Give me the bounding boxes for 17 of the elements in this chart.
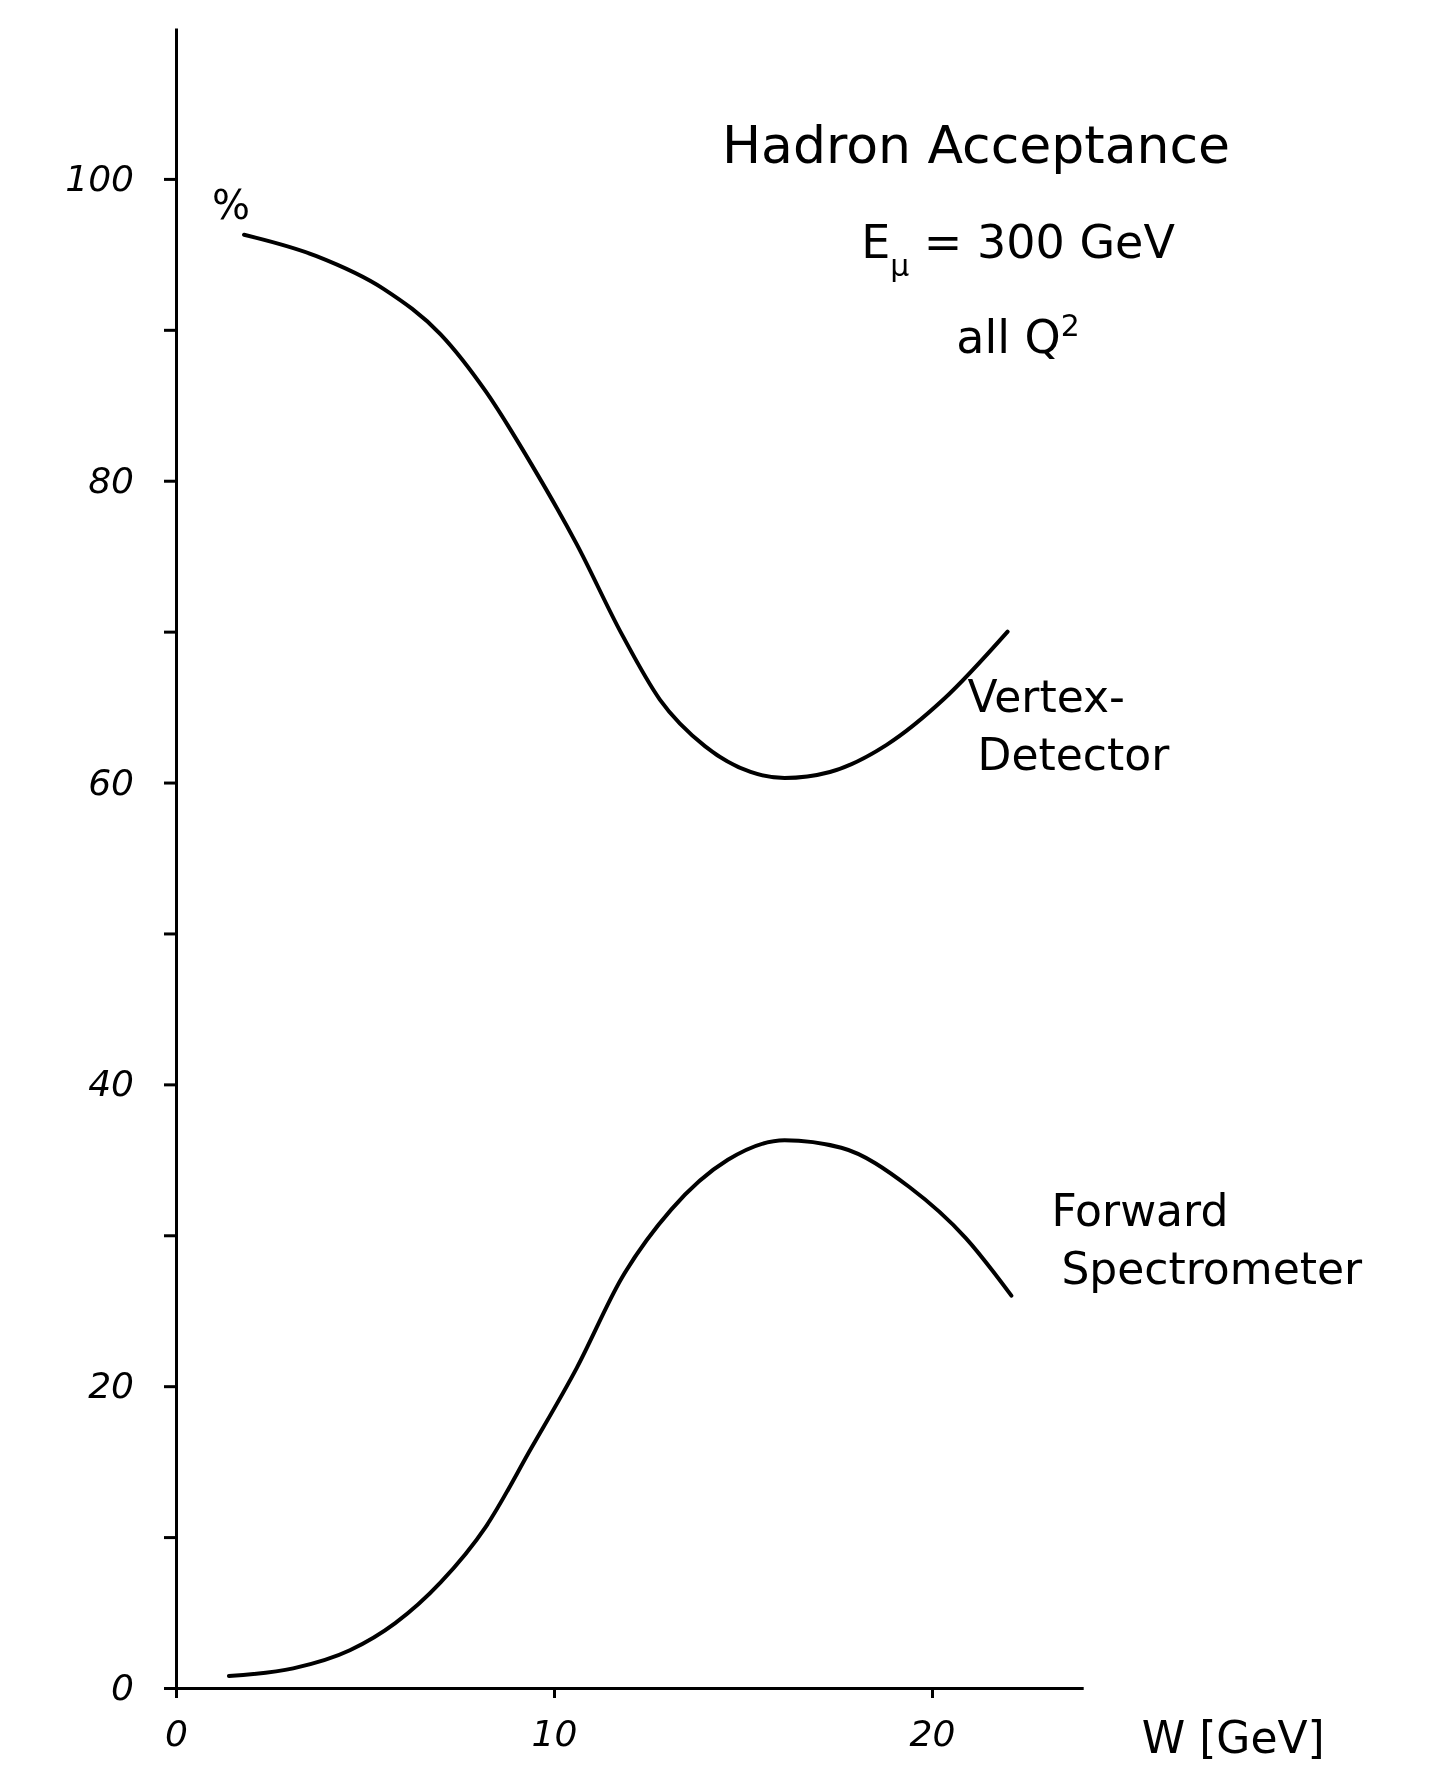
annotation: E$_{μ}$ = 300 GeV (861, 215, 1176, 283)
series-label: Forward Spectrometer (1051, 1184, 1364, 1294)
y-tick-label: 40 (88, 1063, 134, 1105)
x-axis-title: W [GeV] (1141, 1712, 1325, 1763)
x-tick-label: 10 (531, 1712, 578, 1754)
y-tick-label: 60 (88, 761, 134, 803)
x-tick-label: 0 (165, 1712, 188, 1754)
y-tick-label: 100 (65, 157, 134, 199)
y-tick-label: 0 (111, 1667, 134, 1709)
y-tick-label: 20 (88, 1365, 134, 1407)
text: Hadron Acceptance (721, 115, 1231, 175)
y-tick-label: 80 (88, 459, 134, 501)
series-label: Vertex-Detector (967, 670, 1171, 780)
annotation: all Q$^{2}$ (956, 307, 1080, 364)
x-tick-label: 20 (909, 1712, 956, 1754)
line-series (226, 1138, 1014, 1678)
y-axis-title: % (211, 182, 251, 228)
